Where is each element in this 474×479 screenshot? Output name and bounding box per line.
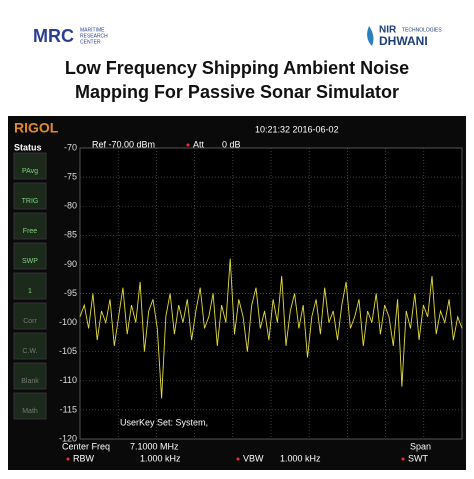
side-button <box>13 182 47 210</box>
vbw-label: VBW <box>243 453 264 463</box>
center-freq-value: 7.1000 MHz <box>130 441 179 451</box>
side-button <box>13 302 47 330</box>
y-tick-label: -90 <box>64 259 77 269</box>
dot <box>66 457 70 461</box>
side-button-label: SWP <box>22 258 38 265</box>
y-tick-label: -110 <box>60 375 77 385</box>
side-button-label: 1 <box>28 288 32 295</box>
side-button-label: TRIG <box>22 198 39 205</box>
side-button <box>13 242 47 270</box>
side-button <box>13 212 47 240</box>
mrc-sub: RESEARCH <box>80 33 108 39</box>
title: Mapping For Passive Sonar Simulator <box>75 82 399 102</box>
y-tick-label: -80 <box>64 201 77 211</box>
side-button-label: Free <box>23 228 38 235</box>
dhwani-logo: DHWANI <box>379 34 428 48</box>
trace <box>79 258 463 399</box>
span-label: Span <box>410 441 431 451</box>
swt-label: SWT <box>408 453 428 463</box>
nir-logo: NIR <box>379 25 397 36</box>
att-label: Att <box>193 139 205 149</box>
side-button-label: C.W. <box>22 348 37 355</box>
mrc-sub: CENTER <box>80 39 101 45</box>
dot <box>236 457 240 461</box>
dot <box>186 143 190 147</box>
y-tick-label: -70 <box>64 142 77 152</box>
side-button-label: Blank <box>21 378 39 385</box>
y-tick-label: -105 <box>59 346 77 356</box>
side-button <box>13 272 47 300</box>
vbw-value: 1.000 kHz <box>280 453 321 463</box>
side-button-label: PAvg <box>22 168 38 175</box>
y-tick-label: -95 <box>64 288 77 298</box>
center-freq-label: Center Freq <box>62 441 110 451</box>
y-tick-label: -115 <box>60 404 77 414</box>
mrc-logo: MRC <box>33 26 74 46</box>
side-button-label: Corr <box>23 318 37 325</box>
side-button <box>13 332 47 360</box>
side-button <box>13 152 47 180</box>
side-button-label: Math <box>22 408 38 415</box>
dot <box>401 457 405 461</box>
y-tick-label: -120 <box>59 433 77 443</box>
side-button <box>13 392 47 420</box>
rbw-value: 1.000 kHz <box>140 453 181 463</box>
drop-icon <box>367 26 374 46</box>
status: Status <box>14 142 42 152</box>
y-tick-label: -85 <box>64 230 77 240</box>
att-value: 0 dB <box>222 139 241 149</box>
y-tick-label: -100 <box>59 317 77 327</box>
ref: Ref -70.00 dBm <box>92 139 155 149</box>
y-tick-label: -75 <box>64 171 77 181</box>
userkey: UserKey Set: System, <box>120 417 208 427</box>
side-button <box>13 362 47 390</box>
rbw-label: RBW <box>73 453 95 463</box>
title: Low Frequency Shipping Ambient Noise <box>65 58 409 78</box>
timestamp: 10:21:32 2016-06-02 <box>255 124 339 134</box>
brand: RIGOL <box>14 120 59 136</box>
nir-small: TECHNOLOGIES <box>402 27 442 33</box>
mrc-sub: MARITIME <box>80 27 105 33</box>
